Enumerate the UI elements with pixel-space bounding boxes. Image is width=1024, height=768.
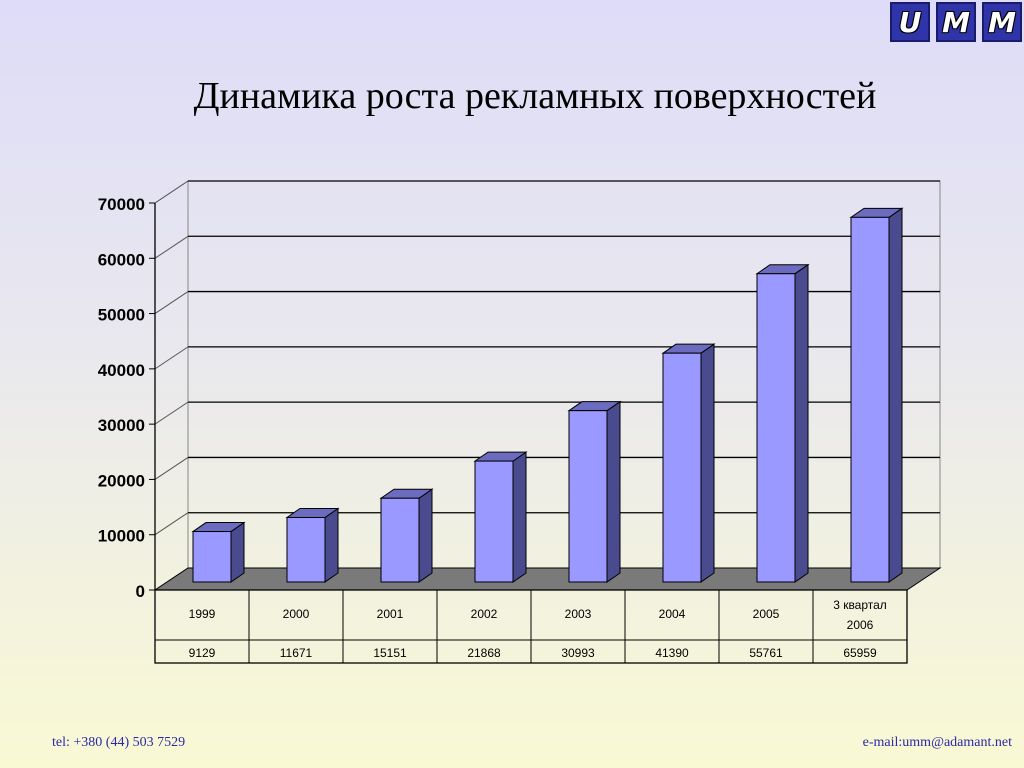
y-tick-label: 10000 [98, 527, 145, 546]
y-tick-label: 70000 [98, 195, 145, 214]
bar-front [192, 531, 232, 583]
y-tick-label: 50000 [98, 306, 145, 325]
y-tick-label: 40000 [98, 361, 145, 380]
bar [567, 400, 622, 583]
gridline-side [154, 291, 189, 314]
bar-side [418, 488, 433, 583]
bar-front [850, 216, 890, 583]
category-label: 2001 [377, 607, 404, 621]
category-label: 2005 [753, 607, 780, 621]
gridline-side [154, 401, 189, 425]
data-label: 15151 [373, 646, 407, 660]
bar-side [794, 263, 809, 583]
data-label: 65959 [843, 646, 877, 660]
logo-letter: U [898, 5, 922, 39]
category-label: 3 квартал 2006 [833, 598, 887, 632]
y-tick-label: 0 [136, 582, 145, 601]
gridline-side [154, 346, 189, 370]
bar-front [662, 352, 702, 583]
category-label: 2002 [471, 607, 498, 621]
bar-front [380, 497, 420, 583]
data-label: 55761 [749, 646, 783, 660]
bar [755, 263, 810, 583]
page-title: Динамика роста рекламных поверхностей [193, 75, 877, 117]
side-wall [154, 180, 189, 591]
footer-phone: tel: +380 (44) 503 7529 [52, 735, 186, 750]
bar-chart: 0 10000 20000 30000 40000 50000 60000 70000 1999… [98, 180, 942, 664]
category-label: 2003 [565, 607, 592, 621]
bar-side [700, 343, 715, 583]
data-label: 30993 [561, 646, 595, 660]
category-label: 2000 [283, 607, 310, 621]
logo-tile: M [936, 2, 976, 42]
chart-floor [153, 567, 942, 591]
bar [849, 207, 904, 583]
gridline-side [154, 457, 189, 480]
data-label: 41390 [655, 646, 689, 660]
category-label: 2004 [659, 607, 686, 621]
bar-front [568, 410, 608, 583]
bar-side [606, 400, 621, 583]
bar [379, 488, 434, 583]
gridline-side [154, 180, 189, 204]
umm-logo: U M M [890, 2, 1022, 42]
y-tick-label: 30000 [98, 416, 145, 435]
bar-side [512, 451, 527, 583]
bar-front [286, 516, 326, 583]
bar-front [756, 273, 796, 583]
y-tick-label: 60000 [98, 250, 145, 269]
logo-letter: M [988, 5, 1016, 39]
logo-letter: M [942, 5, 970, 39]
logo-tile: M [982, 2, 1022, 42]
gridline-side [154, 512, 189, 536]
footer-email: e-mail:umm@adamant.net [862, 735, 1012, 750]
bar [191, 521, 246, 583]
bar [285, 507, 340, 583]
logo-tile: U [890, 2, 930, 42]
gridline-side [154, 235, 189, 259]
bar [473, 451, 528, 583]
category-label: 1999 [189, 607, 216, 621]
data-label: 21868 [467, 646, 501, 660]
bar-side [230, 521, 245, 583]
data-label: 11671 [280, 646, 313, 660]
bar-side [324, 507, 339, 583]
bar-front [474, 460, 514, 583]
bar [661, 343, 716, 583]
y-tick-label: 20000 [98, 471, 145, 490]
data-label: 9129 [189, 646, 216, 660]
bar-side [888, 207, 903, 583]
